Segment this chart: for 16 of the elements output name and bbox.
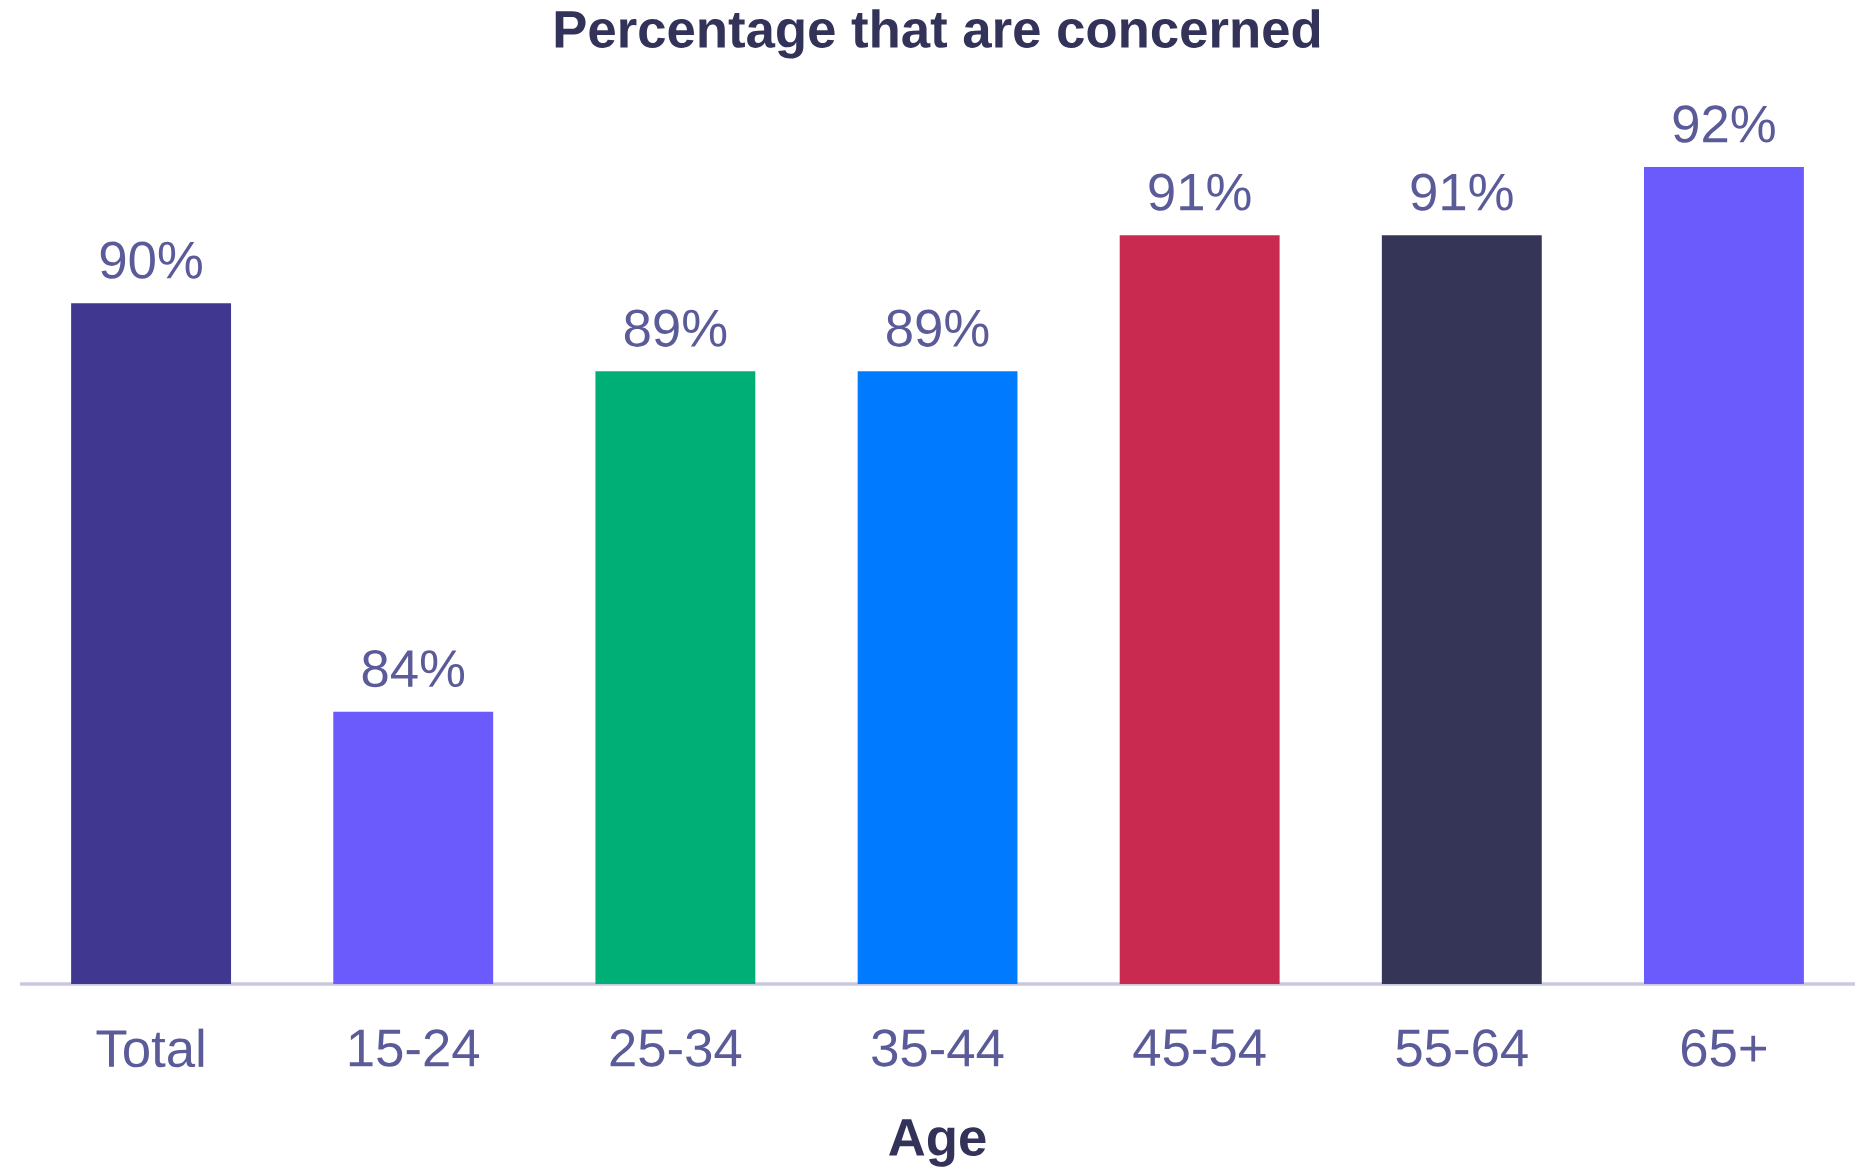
data-label: 91% [1411, 173, 1513, 211]
x-axis-title: Age [889, 1119, 986, 1167]
chart-title: Percentage that are concerned [555, 9, 1320, 59]
data-label: 92% [1673, 105, 1775, 143]
data-label: 90% [100, 241, 202, 279]
x-tick-label: 25-34 [610, 1029, 742, 1067]
x-tick-label: 45-54 [1133, 1029, 1266, 1067]
x-tick-label: 65+ [1681, 1029, 1767, 1067]
x-tick-label: 55-64 [1396, 1029, 1528, 1067]
data-label: 89% [624, 309, 727, 347]
x-tick-label: 15-24 [349, 1029, 480, 1067]
data-label: 91% [1149, 173, 1251, 211]
data-label: 89% [887, 309, 989, 347]
data-label: 84% [362, 649, 465, 688]
x-tick-label: 35-44 [872, 1029, 1004, 1067]
x-tick-label: Total [96, 1028, 204, 1068]
